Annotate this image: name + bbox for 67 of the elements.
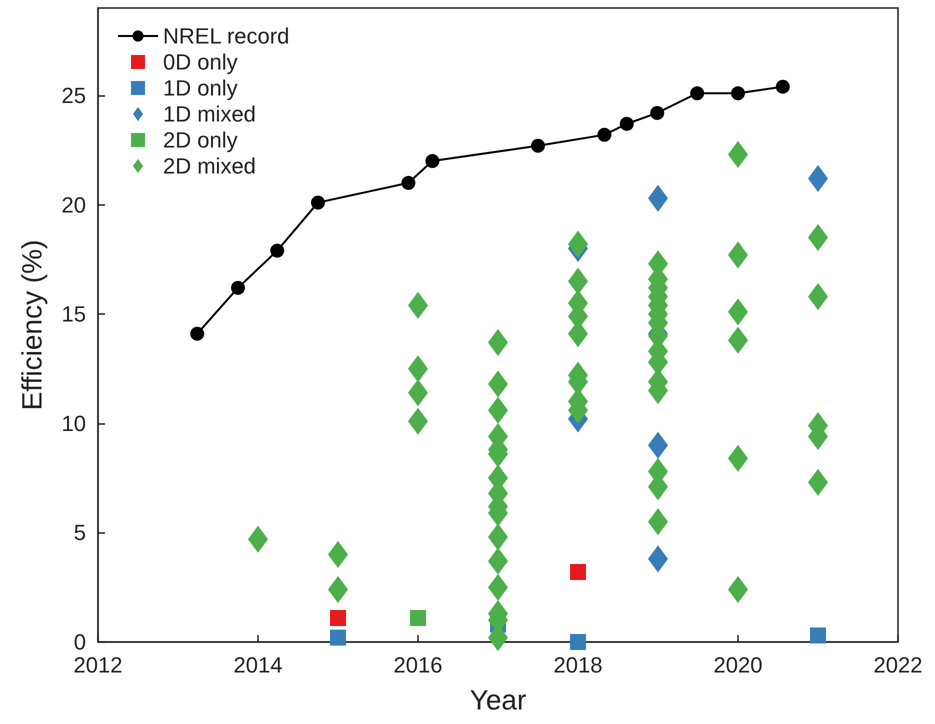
point [690, 86, 704, 100]
point [328, 541, 348, 568]
y-tick-label: 0 [74, 630, 86, 654]
x-tick-label: 2012 [74, 652, 122, 678]
point [597, 128, 612, 142]
x-tick-label: 2022 [874, 652, 922, 678]
point [808, 165, 828, 192]
point [731, 86, 745, 100]
point [568, 230, 588, 258]
point [648, 184, 668, 212]
y-tick-label: 10 [62, 410, 86, 436]
point [728, 326, 748, 354]
x-tick-label: 2014 [234, 652, 282, 678]
point [330, 630, 346, 646]
point [648, 508, 668, 536]
legend-label: 0D only [163, 50, 238, 74]
y-tick-label: 20 [62, 192, 86, 218]
point [408, 379, 428, 406]
point [328, 576, 348, 604]
point [650, 106, 664, 120]
point [231, 280, 245, 295]
point [311, 196, 325, 210]
point [488, 574, 508, 601]
point [808, 468, 828, 496]
x-tick-label: 2016 [394, 652, 442, 678]
point [488, 370, 508, 398]
point [488, 524, 508, 551]
y-tick-label: 15 [62, 302, 86, 327]
point [330, 610, 346, 626]
point [425, 154, 440, 168]
point [728, 242, 748, 269]
point [728, 576, 748, 604]
point [728, 444, 748, 472]
x-tick-label: 2018 [554, 652, 602, 678]
point [810, 627, 826, 644]
point [408, 408, 428, 435]
point [620, 116, 634, 131]
point [728, 298, 748, 326]
point [728, 140, 748, 168]
legend-label: 2D mixed [163, 154, 256, 178]
point [248, 526, 268, 553]
x-tick-label: 2020 [714, 652, 762, 678]
point [808, 224, 828, 252]
point [648, 432, 668, 459]
point [531, 138, 545, 153]
point [488, 328, 508, 356]
point [410, 610, 426, 626]
point [401, 176, 416, 190]
point [408, 355, 428, 382]
y-tick-label: 25 [62, 82, 86, 108]
point [648, 545, 668, 572]
point [408, 292, 428, 319]
legend-label: 2D only [163, 128, 238, 152]
point [488, 396, 508, 424]
point [270, 244, 284, 258]
y-axis-title: Efficiency (%) [16, 240, 48, 410]
legend-label: 1D only [163, 76, 238, 100]
point [776, 80, 790, 94]
y-tick-label: 5 [74, 520, 86, 546]
legend-label: NREL record [163, 24, 290, 48]
x-axis-title: Year [470, 684, 526, 716]
point [570, 564, 586, 580]
legend-label: 1D mixed [163, 102, 256, 126]
point [808, 283, 828, 310]
point [570, 634, 586, 650]
point [488, 548, 508, 575]
point [190, 326, 204, 341]
